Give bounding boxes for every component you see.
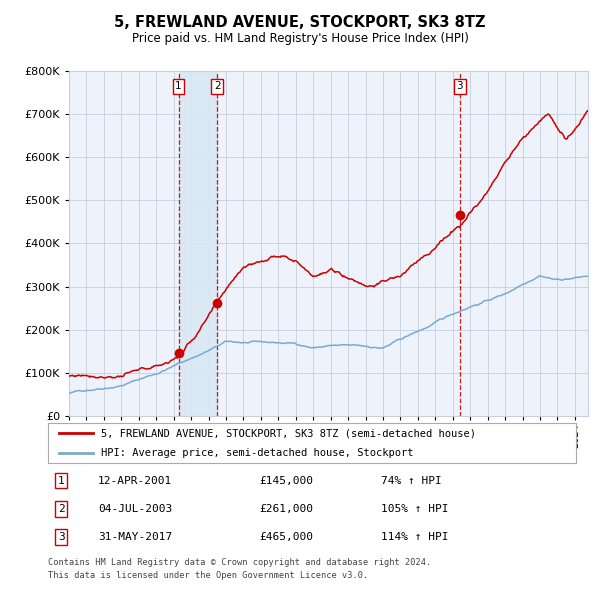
Text: HPI: Average price, semi-detached house, Stockport: HPI: Average price, semi-detached house,… <box>101 448 413 458</box>
Text: 1: 1 <box>58 476 65 486</box>
Text: 04-JUL-2003: 04-JUL-2003 <box>98 504 172 514</box>
Text: 1: 1 <box>175 81 182 91</box>
Text: 12-APR-2001: 12-APR-2001 <box>98 476 172 486</box>
Text: 3: 3 <box>58 532 65 542</box>
Text: 5, FREWLAND AVENUE, STOCKPORT, SK3 8TZ (semi-detached house): 5, FREWLAND AVENUE, STOCKPORT, SK3 8TZ (… <box>101 428 476 438</box>
Text: 2: 2 <box>214 81 221 91</box>
Text: £465,000: £465,000 <box>259 532 313 542</box>
Text: Contains HM Land Registry data © Crown copyright and database right 2024.: Contains HM Land Registry data © Crown c… <box>48 558 431 566</box>
Text: 2: 2 <box>58 504 65 514</box>
Text: 3: 3 <box>457 81 463 91</box>
Text: £261,000: £261,000 <box>259 504 313 514</box>
Text: 5, FREWLAND AVENUE, STOCKPORT, SK3 8TZ: 5, FREWLAND AVENUE, STOCKPORT, SK3 8TZ <box>114 15 486 30</box>
Text: 114% ↑ HPI: 114% ↑ HPI <box>380 532 448 542</box>
Text: £145,000: £145,000 <box>259 476 313 486</box>
Text: 105% ↑ HPI: 105% ↑ HPI <box>380 504 448 514</box>
Text: This data is licensed under the Open Government Licence v3.0.: This data is licensed under the Open Gov… <box>48 571 368 579</box>
Text: 31-MAY-2017: 31-MAY-2017 <box>98 532 172 542</box>
Bar <box>179 71 217 416</box>
Text: Price paid vs. HM Land Registry's House Price Index (HPI): Price paid vs. HM Land Registry's House … <box>131 32 469 45</box>
Text: 74% ↑ HPI: 74% ↑ HPI <box>380 476 442 486</box>
